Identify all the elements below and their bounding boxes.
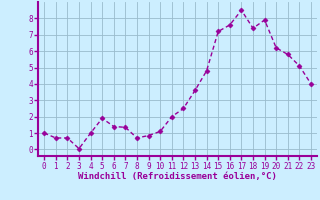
X-axis label: Windchill (Refroidissement éolien,°C): Windchill (Refroidissement éolien,°C) (78, 172, 277, 181)
